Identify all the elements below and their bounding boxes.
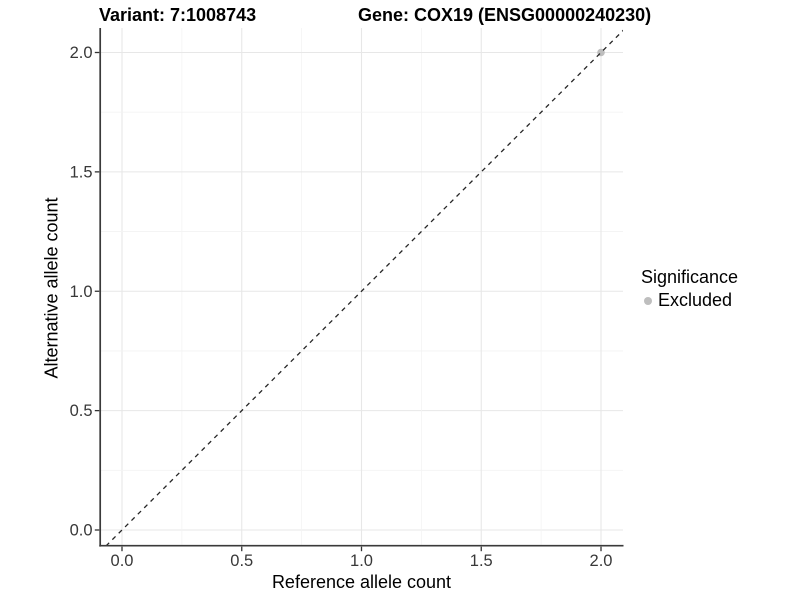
y-tick-label: 2.0 — [70, 44, 93, 62]
x-axis-title: Reference allele count — [271, 572, 452, 592]
legend-item-label: Excluded — [658, 290, 733, 310]
legend-point-icon — [643, 296, 652, 305]
x-tick-label: 1.5 — [470, 552, 493, 570]
x-tick-label: 0.5 — [230, 552, 253, 570]
x-tick-label: 2.0 — [590, 552, 613, 570]
y-axis-title: Alternative allele count — [41, 197, 62, 379]
y-tick-label: 1.5 — [70, 163, 93, 181]
legend-key — [639, 292, 656, 309]
legend: Significance Excluded — [639, 267, 738, 311]
variant-title: Variant: 7:1008743 — [99, 5, 257, 25]
y-tick-label: 0.5 — [70, 402, 93, 420]
y-tick-label: 0.0 — [70, 522, 93, 540]
identity-dashed-line — [105, 29, 623, 546]
x-tick-label: 1.0 — [350, 552, 373, 570]
y-tick-label: 1.0 — [70, 283, 93, 301]
legend-item-excluded: Excluded — [639, 290, 738, 311]
legend-title: Significance — [641, 267, 739, 287]
x-tick-label: 0.0 — [111, 552, 134, 570]
gene-title: Gene: COX19 (ENSG00000240230) — [358, 5, 652, 25]
